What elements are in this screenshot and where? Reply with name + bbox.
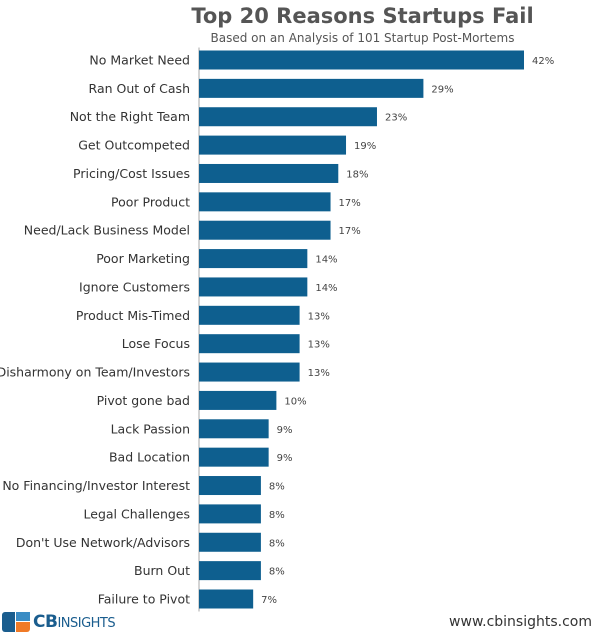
- bar: [199, 419, 269, 439]
- bar: [199, 78, 424, 98]
- footer-url: www.cbinsights.com: [449, 614, 592, 630]
- data-label: 8%: [269, 538, 285, 549]
- category-label: Poor Product: [111, 194, 190, 209]
- category-label: Not the Right Team: [70, 109, 190, 124]
- bar: [199, 135, 347, 155]
- category-label: No Market Need: [89, 53, 190, 68]
- bar: [199, 362, 300, 382]
- bar: [199, 447, 269, 467]
- bar: [199, 249, 308, 269]
- category-label: Lack Passion: [111, 421, 190, 436]
- bar: [199, 163, 339, 183]
- bar: [199, 561, 261, 581]
- data-label: 29%: [431, 84, 453, 95]
- category-label: Failure to Pivot: [98, 592, 190, 607]
- category-label: Disharmony on Team/Investors: [0, 365, 190, 380]
- category-label: Don't Use Network/Advisors: [16, 535, 190, 550]
- category-label: Ran Out of Cash: [89, 81, 190, 96]
- category-label: Lose Focus: [122, 336, 190, 351]
- category-label: Get Outcompeted: [78, 138, 190, 153]
- data-label: 9%: [277, 453, 293, 464]
- chart-subtitle: Based on an Analysis of 101 Startup Post…: [210, 31, 515, 45]
- logo-mark-icon: [2, 612, 30, 632]
- bar: [199, 220, 331, 240]
- category-label: Burn Out: [134, 563, 190, 578]
- category-label: Pricing/Cost Issues: [73, 166, 190, 181]
- data-label: 17%: [339, 198, 361, 209]
- category-label: Poor Marketing: [96, 251, 190, 266]
- bar: [199, 50, 524, 70]
- data-label: 19%: [354, 141, 376, 152]
- bar: [199, 504, 261, 524]
- cb-insights-logo: CBINSIGHTS: [2, 612, 116, 632]
- data-label: 7%: [261, 595, 277, 606]
- logo-brand-bold: CB: [33, 612, 58, 632]
- data-label: 23%: [385, 113, 407, 124]
- category-label: Need/Lack Business Model: [24, 223, 190, 238]
- bar: [199, 532, 261, 552]
- bar: [199, 305, 300, 325]
- bar: [199, 192, 331, 212]
- data-label: 13%: [308, 368, 330, 379]
- data-label: 8%: [269, 482, 285, 493]
- bar: [199, 589, 254, 609]
- data-label: 8%: [269, 567, 285, 578]
- chart-title: Top 20 Reasons Startups Fail: [191, 4, 534, 28]
- data-label: 18%: [346, 169, 368, 180]
- category-label: Legal Challenges: [84, 506, 190, 521]
- bar: [199, 334, 300, 354]
- bar: [199, 476, 261, 496]
- data-label: 17%: [339, 226, 361, 237]
- data-label: 9%: [277, 425, 293, 436]
- data-label: 13%: [308, 311, 330, 322]
- category-label: No Financing/Investor Interest: [2, 478, 190, 493]
- data-label: 13%: [308, 340, 330, 351]
- data-label: 8%: [269, 510, 285, 521]
- data-label: 14%: [315, 255, 337, 266]
- data-label: 10%: [284, 396, 306, 407]
- data-label: 42%: [532, 56, 554, 67]
- category-label: Pivot gone bad: [97, 393, 190, 408]
- logo-brand-rest: INSIGHTS: [57, 616, 116, 631]
- bar: [199, 390, 277, 410]
- category-label: Bad Location: [109, 450, 190, 465]
- bar: [199, 107, 377, 127]
- category-label: Product Mis-Timed: [76, 308, 190, 323]
- category-label: Ignore Customers: [79, 279, 190, 294]
- data-label: 14%: [315, 283, 337, 294]
- bar: [199, 277, 308, 297]
